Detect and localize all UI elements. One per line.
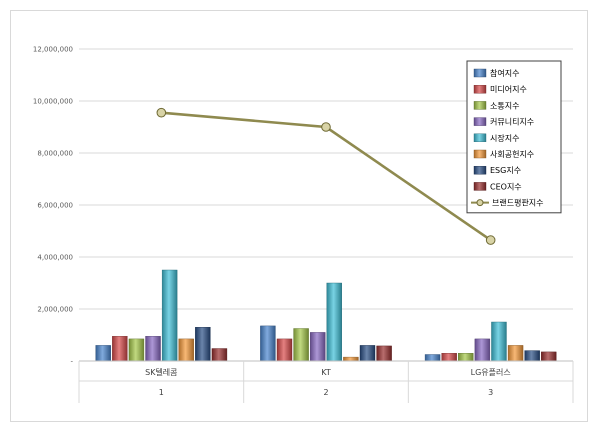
bar bbox=[359, 345, 376, 362]
line-point bbox=[156, 107, 167, 118]
legend-label: ESG지수 bbox=[490, 166, 521, 175]
category-label: SK텔레콤 bbox=[145, 368, 177, 377]
legend-swatch bbox=[473, 117, 487, 126]
legend-label: 미디어지수 bbox=[490, 84, 527, 94]
y-tick-label: 6,000,000 bbox=[37, 202, 73, 210]
legend-label: 브랜드평판지수 bbox=[492, 198, 544, 208]
legend-label: 소통지수 bbox=[490, 101, 519, 110]
bar bbox=[424, 354, 441, 362]
bar bbox=[326, 282, 342, 362]
legend-swatch bbox=[473, 182, 487, 191]
bar bbox=[260, 325, 276, 362]
y-tick-label: - bbox=[70, 358, 73, 366]
bar bbox=[95, 345, 111, 362]
y-tick-label: 12,000,000 bbox=[33, 46, 73, 54]
y-tick-label: 10,000,000 bbox=[33, 98, 73, 106]
chart-frame: - 2,000,000 4,000,000 6,000,000 8,000,000 10,… bbox=[10, 10, 588, 422]
legend-line-marker bbox=[476, 199, 484, 207]
legend-swatch bbox=[473, 84, 487, 94]
bar bbox=[161, 269, 178, 362]
legend-label: 커뮤니티지수 bbox=[490, 117, 534, 127]
grid-layer bbox=[79, 48, 573, 310]
bar bbox=[507, 345, 524, 362]
legend-label: CEO지수 bbox=[490, 182, 522, 191]
bar bbox=[541, 351, 557, 362]
legend-swatch bbox=[473, 68, 487, 78]
bar bbox=[128, 338, 145, 362]
chart-svg: - 2,000,000 4,000,000 6,000,000 8,000,000 10,… bbox=[33, 46, 574, 403]
y-axis-ticks: - 2,000,000 4,000,000 6,000,000 8,000,000 10,… bbox=[33, 46, 74, 366]
legend-label: 사회공헌지수 bbox=[490, 150, 534, 159]
bar bbox=[293, 328, 309, 362]
bar bbox=[441, 353, 457, 362]
legend-swatch bbox=[473, 149, 487, 159]
category-label: KT bbox=[321, 368, 331, 377]
bar bbox=[491, 321, 507, 362]
y-tick-label: 2,000,000 bbox=[37, 306, 73, 314]
category-label: LG유플러스 bbox=[471, 368, 511, 377]
y-tick-label: 8,000,000 bbox=[37, 150, 73, 158]
legend-swatch bbox=[473, 133, 487, 143]
line-point bbox=[321, 122, 331, 132]
brand-index-line bbox=[161, 111, 492, 242]
category-group-label: 1 bbox=[159, 388, 164, 397]
bar bbox=[376, 345, 392, 362]
bar bbox=[474, 338, 491, 362]
legend-swatch bbox=[473, 165, 487, 175]
legend-label: 시장지수 bbox=[490, 133, 519, 143]
bar bbox=[343, 356, 359, 362]
bar-layer bbox=[95, 269, 557, 362]
bar bbox=[178, 338, 194, 362]
category-group-label: 2 bbox=[323, 388, 328, 397]
legend-swatch bbox=[473, 101, 487, 110]
bar bbox=[145, 336, 161, 362]
bar bbox=[211, 348, 228, 362]
bar bbox=[112, 336, 128, 362]
bar bbox=[195, 327, 211, 362]
category-group-label: 3 bbox=[488, 388, 493, 397]
bar bbox=[310, 332, 326, 362]
bar bbox=[458, 353, 474, 362]
bar bbox=[524, 350, 540, 362]
y-tick-label: 4,000,000 bbox=[37, 254, 73, 262]
line-point bbox=[485, 235, 496, 245]
x-axis: SK텔레콤 1 KT 2 LG유플러스 3 bbox=[78, 360, 574, 403]
bar bbox=[276, 338, 293, 362]
legend-label: 참여지수 bbox=[490, 68, 519, 78]
line-layer bbox=[156, 107, 496, 245]
